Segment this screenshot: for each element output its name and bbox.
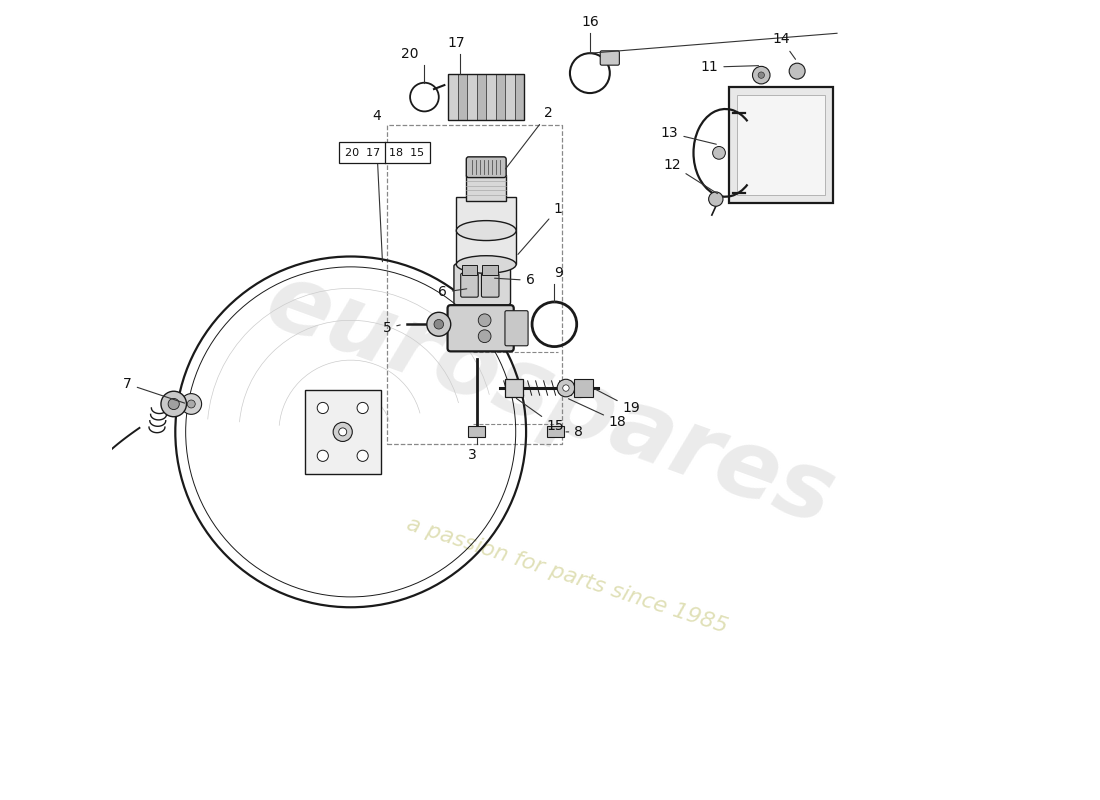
Text: eurospares: eurospares	[253, 254, 847, 546]
Text: 5: 5	[383, 322, 400, 335]
Text: 11: 11	[701, 60, 759, 74]
Text: 12: 12	[663, 158, 717, 194]
Text: 20: 20	[402, 47, 419, 61]
FancyBboxPatch shape	[339, 142, 430, 163]
Circle shape	[478, 330, 491, 342]
Text: 19: 19	[595, 390, 640, 415]
FancyBboxPatch shape	[468, 426, 485, 438]
FancyBboxPatch shape	[729, 87, 833, 202]
FancyBboxPatch shape	[449, 74, 458, 120]
Text: 13: 13	[661, 126, 716, 144]
Text: 1: 1	[518, 202, 562, 254]
FancyBboxPatch shape	[496, 74, 505, 120]
FancyBboxPatch shape	[486, 74, 496, 120]
Circle shape	[427, 312, 451, 336]
Text: 8: 8	[565, 425, 583, 439]
Circle shape	[708, 192, 723, 206]
Circle shape	[180, 394, 201, 414]
Circle shape	[563, 385, 569, 391]
FancyBboxPatch shape	[305, 390, 381, 474]
FancyBboxPatch shape	[482, 266, 498, 275]
Ellipse shape	[456, 256, 516, 274]
Circle shape	[358, 402, 368, 414]
FancyBboxPatch shape	[461, 274, 478, 297]
FancyBboxPatch shape	[482, 274, 499, 297]
FancyBboxPatch shape	[466, 157, 506, 178]
Text: 4: 4	[372, 109, 381, 122]
Text: 14: 14	[772, 32, 795, 59]
Ellipse shape	[456, 221, 516, 241]
Text: a passion for parts since 1985: a passion for parts since 1985	[405, 514, 730, 637]
Circle shape	[317, 402, 329, 414]
Circle shape	[434, 319, 443, 329]
Circle shape	[339, 428, 346, 436]
Text: 18  15: 18 15	[389, 148, 425, 158]
Circle shape	[713, 146, 725, 159]
Circle shape	[789, 63, 805, 79]
Text: 20  17: 20 17	[345, 148, 381, 158]
FancyBboxPatch shape	[574, 379, 593, 397]
Circle shape	[358, 450, 368, 462]
FancyBboxPatch shape	[462, 266, 477, 275]
Circle shape	[317, 450, 329, 462]
FancyBboxPatch shape	[601, 51, 619, 65]
FancyBboxPatch shape	[468, 74, 476, 120]
Circle shape	[478, 314, 491, 326]
FancyBboxPatch shape	[547, 426, 564, 438]
Text: 2: 2	[506, 106, 553, 169]
Circle shape	[333, 422, 352, 442]
Text: 18: 18	[569, 398, 627, 429]
FancyBboxPatch shape	[505, 379, 522, 397]
Circle shape	[758, 72, 764, 78]
Circle shape	[752, 66, 770, 84]
FancyBboxPatch shape	[515, 74, 524, 120]
FancyBboxPatch shape	[458, 74, 468, 120]
Text: 9: 9	[554, 266, 563, 281]
FancyBboxPatch shape	[454, 264, 510, 305]
FancyBboxPatch shape	[505, 74, 515, 120]
FancyBboxPatch shape	[476, 74, 486, 120]
FancyBboxPatch shape	[466, 175, 506, 201]
Text: 17: 17	[448, 36, 465, 50]
Text: 3: 3	[469, 448, 477, 462]
Circle shape	[34, 698, 53, 717]
FancyBboxPatch shape	[448, 305, 514, 351]
FancyBboxPatch shape	[737, 95, 825, 194]
FancyBboxPatch shape	[505, 310, 528, 346]
Circle shape	[161, 391, 187, 417]
Circle shape	[558, 379, 574, 397]
Circle shape	[168, 398, 179, 410]
Text: 6: 6	[495, 274, 535, 287]
Text: 6: 6	[438, 286, 466, 299]
FancyBboxPatch shape	[456, 197, 516, 265]
Text: 15: 15	[516, 398, 564, 434]
Text: 16: 16	[581, 15, 598, 30]
Circle shape	[187, 400, 195, 408]
Text: 7: 7	[123, 377, 185, 403]
